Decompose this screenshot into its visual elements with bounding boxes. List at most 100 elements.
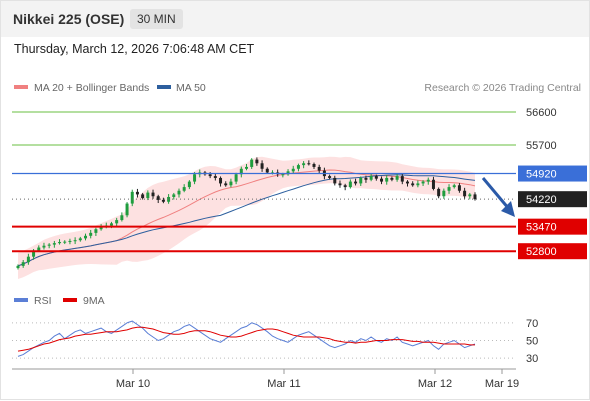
candle [213, 173, 217, 181]
candle [151, 189, 155, 199]
candle-body [234, 174, 238, 182]
candle [16, 264, 20, 270]
candle-body [213, 176, 217, 178]
candle-body [99, 226, 103, 230]
candle-body [426, 179, 430, 182]
support-tag [518, 218, 587, 235]
candle-body [172, 194, 176, 197]
candle-body [219, 177, 223, 184]
candle [260, 160, 264, 172]
candle [328, 174, 332, 180]
candle-body [182, 187, 186, 191]
candle [421, 180, 425, 186]
candle [452, 183, 456, 189]
candle [369, 173, 373, 182]
candle [380, 176, 384, 185]
candle-body [452, 185, 456, 188]
candle-body [146, 192, 150, 199]
candle-body [385, 177, 389, 182]
candle-body [463, 190, 467, 197]
candle [463, 187, 467, 199]
candle-body [302, 163, 306, 166]
candle-body [187, 181, 191, 188]
candle [390, 176, 394, 182]
candle [338, 180, 342, 188]
candle-body [250, 159, 254, 167]
candle [343, 183, 347, 191]
candle-body [135, 191, 139, 195]
candle [239, 166, 243, 178]
chart-header: Nikkei 225 (OSE) 30 MIN [1, 1, 589, 37]
pivot-tag [518, 165, 587, 182]
candle-body [380, 178, 384, 182]
candle [312, 162, 316, 169]
candle-body [281, 174, 285, 176]
rsi-tick-30: 30 [526, 353, 538, 365]
candle [26, 253, 30, 265]
candle-body [89, 232, 93, 236]
candle-body [359, 177, 363, 184]
candle [307, 160, 311, 166]
price-layer [16, 156, 477, 279]
candle [405, 180, 409, 187]
candle-body [245, 166, 248, 169]
candle-body [338, 183, 342, 186]
candle-body [364, 177, 368, 180]
candle-body [390, 177, 394, 180]
candle [177, 188, 181, 198]
candle-body [317, 166, 321, 171]
candle [58, 239, 62, 245]
candle-body [47, 244, 51, 246]
candle [442, 188, 446, 199]
candle-body [156, 196, 160, 200]
candle [473, 192, 477, 201]
candle-body [328, 176, 332, 178]
rsi-tick-70: 70 [526, 318, 538, 330]
candle-body [416, 183, 420, 186]
timeframe-badge[interactable]: 30 MIN [130, 9, 183, 29]
research-credit: Research © 2026 Trading Central [424, 82, 581, 94]
target-label: 55700 [526, 140, 557, 152]
candle-body [307, 163, 311, 165]
candle-body [73, 240, 77, 242]
last-price-label: 54220 [526, 194, 557, 206]
candle-body [52, 243, 56, 245]
candle-body [312, 164, 316, 167]
candle [286, 169, 290, 176]
candle [426, 177, 430, 185]
support-tag [518, 243, 587, 260]
candle-body [125, 203, 129, 216]
candle-body [374, 176, 378, 179]
candle-body [421, 181, 425, 184]
candle [395, 173, 399, 182]
target-label: 56600 [526, 107, 557, 119]
candle [52, 240, 56, 248]
candle-body [343, 185, 347, 188]
candle [182, 184, 186, 193]
candle-body [224, 183, 228, 186]
candle [447, 184, 451, 194]
level-layer: 56600 55700 54920 54220 53470 52800 [12, 107, 587, 260]
candle [130, 189, 134, 207]
candle-body [369, 176, 373, 180]
candle [89, 229, 93, 239]
candle-body [405, 181, 409, 184]
candle [229, 178, 233, 188]
candle [291, 165, 295, 174]
candle-body [177, 190, 181, 195]
candle [250, 158, 254, 169]
legend-label-ma50: MA 50 [176, 82, 206, 94]
candle-body [265, 168, 269, 173]
candle [374, 174, 378, 181]
candle [457, 183, 461, 193]
candle [135, 188, 139, 198]
candle-body [354, 181, 358, 184]
pivot-label: 54920 [526, 169, 557, 181]
candle-body [193, 174, 197, 182]
candle-body [120, 215, 124, 221]
ma50-line [17, 174, 476, 267]
candle-body [26, 256, 30, 263]
candle [78, 236, 82, 242]
support-label: 53470 [526, 222, 557, 234]
